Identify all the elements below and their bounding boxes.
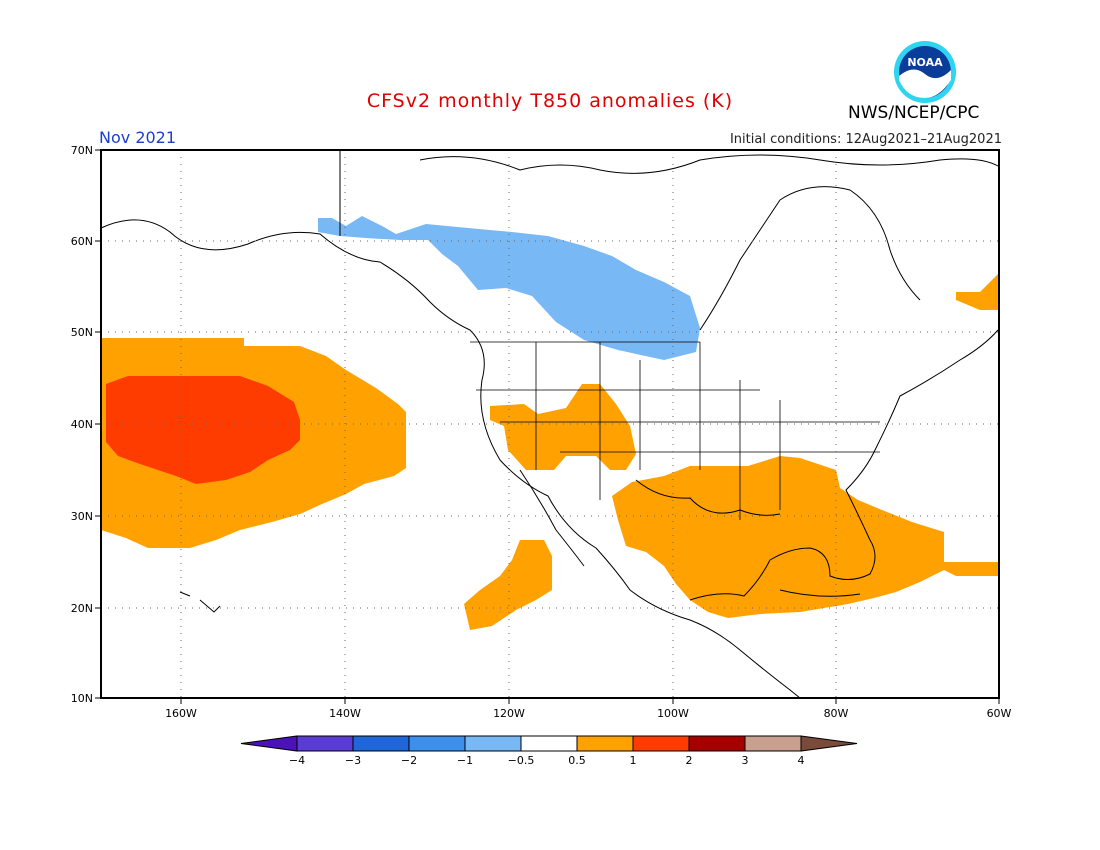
coastlines	[100, 150, 999, 699]
latitude-labels: 70N 60N 50N 40N 30N 20N 10N	[71, 144, 93, 705]
colorbar-swatch	[632, 735, 690, 752]
colorbar-label: 4	[798, 754, 805, 767]
lon-label: 100W	[657, 707, 689, 720]
lon-label: 140W	[329, 707, 361, 720]
pacific-strong-warm-region	[106, 376, 300, 484]
map-title: CFSv2 monthly T850 anomalies (K)	[366, 90, 734, 112]
colorbar-arrow-high	[800, 735, 858, 752]
lat-label: 70N	[71, 144, 93, 157]
colorbar: −4 −3 −2 −1 −0.5 0.5 1 2 3 4	[240, 735, 858, 767]
lat-label: 10N	[71, 692, 93, 705]
colorbar-swatch	[520, 735, 578, 752]
colorbar-swatch	[688, 735, 746, 752]
axis-ticks	[95, 149, 1000, 704]
gridlines	[101, 150, 999, 698]
colorbar-label: 0.5	[568, 754, 586, 767]
colorbar-label: −3	[345, 754, 361, 767]
colorbar-label: 1	[630, 754, 637, 767]
colorbar-arrow-low	[240, 735, 298, 752]
lon-label: 160W	[165, 707, 197, 720]
atlantic-warm-region	[956, 274, 998, 310]
agency-label: NWS/NCEP/CPC	[848, 103, 980, 123]
lon-label: 60W	[987, 707, 1012, 720]
lat-label: 50N	[71, 326, 93, 339]
baja-warm-region	[464, 540, 552, 630]
southeast-warm-region	[612, 456, 998, 618]
noaa-logo-icon: NOAA	[894, 41, 956, 103]
lon-label: 120W	[493, 707, 525, 720]
lat-label: 40N	[71, 418, 93, 431]
longitude-labels: 160W 140W 120W 100W 80W 60W	[165, 707, 1011, 720]
valid-month-label: Nov 2021	[99, 128, 177, 147]
colorbar-label: −1	[457, 754, 473, 767]
lat-label: 30N	[71, 510, 93, 523]
colorbar-label: 2	[686, 754, 693, 767]
state-borders	[470, 341, 880, 520]
colorbar-swatch	[296, 735, 354, 752]
svg-text:NOAA: NOAA	[907, 56, 943, 69]
southwest-warm-region	[490, 384, 636, 470]
lat-label: 60N	[71, 235, 93, 248]
colorbar-label: −4	[289, 754, 305, 767]
colorbar-swatch	[352, 735, 410, 752]
colorbar-swatch	[464, 735, 522, 752]
initial-conditions-label: Initial conditions: 12Aug2021–21Aug2021	[729, 132, 1002, 147]
colorbar-swatch	[576, 735, 634, 752]
anomaly-shading	[101, 216, 998, 630]
lon-label: 80W	[824, 707, 849, 720]
colorbar-label: −0.5	[508, 754, 535, 767]
colorbar-swatch	[744, 735, 802, 752]
colorbar-label: −2	[401, 754, 417, 767]
lat-label: 20N	[71, 602, 93, 615]
cool-anomaly-region	[318, 216, 700, 360]
colorbar-label: 3	[742, 754, 749, 767]
colorbar-swatch	[408, 735, 466, 752]
